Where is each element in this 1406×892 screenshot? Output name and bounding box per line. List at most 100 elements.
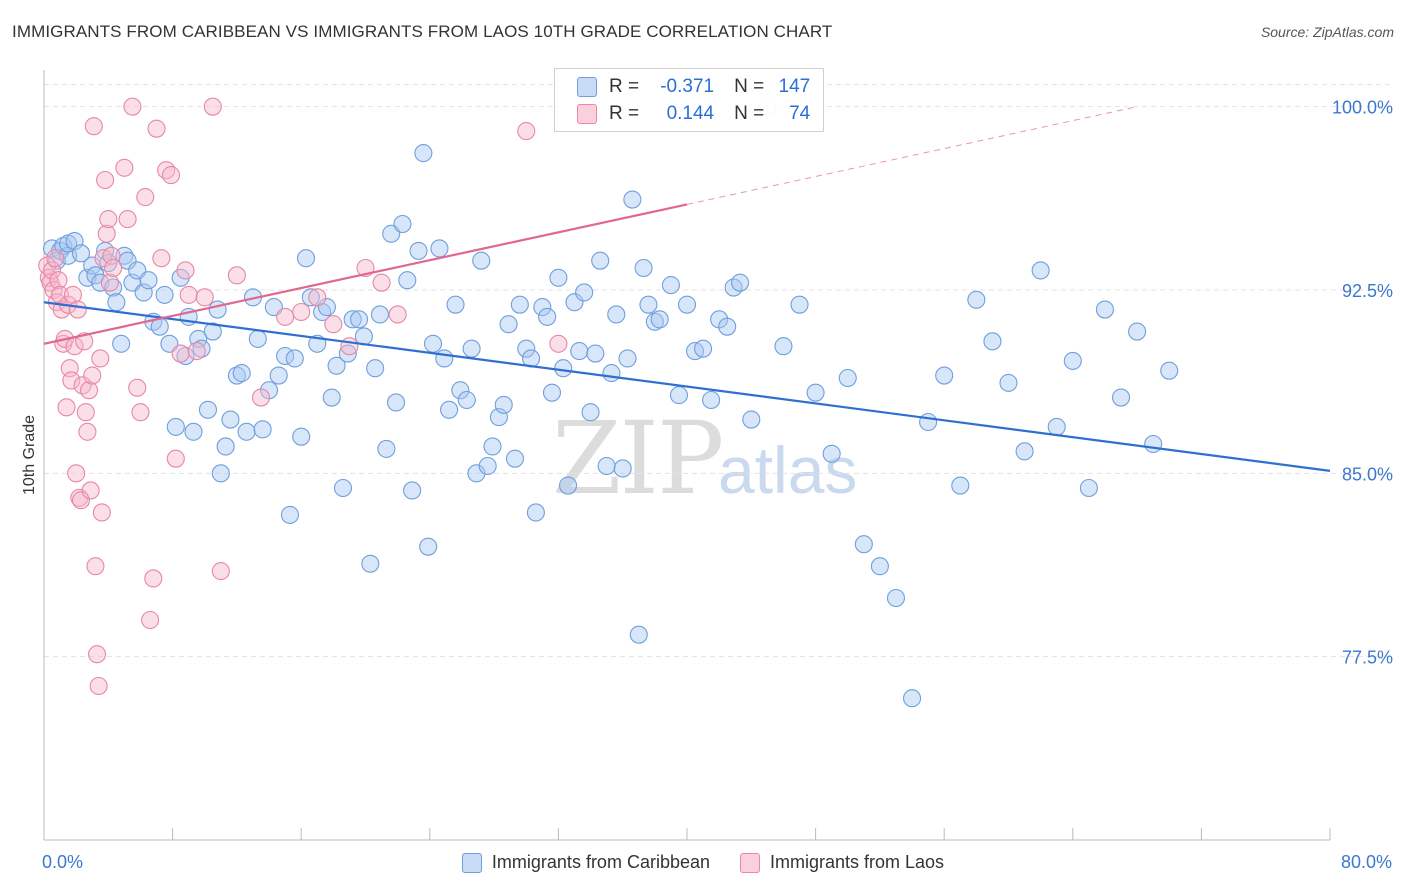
watermark-zip: ZIP — [552, 400, 724, 517]
point-laos — [128, 378, 147, 397]
point-caribbean — [618, 349, 637, 368]
point-laos — [49, 271, 68, 290]
legend-n-value: 147 — [778, 76, 811, 97]
point-laos — [179, 285, 198, 304]
point-caribbean — [499, 315, 518, 334]
point-caribbean — [902, 689, 922, 708]
point-caribbean — [575, 283, 594, 302]
y-axis-label: 10th Grade — [21, 414, 38, 496]
point-caribbean — [414, 144, 433, 163]
point-caribbean — [645, 312, 664, 331]
point-caribbean — [822, 444, 841, 463]
point-laos — [89, 676, 108, 696]
point-caribbean — [361, 554, 380, 573]
point-caribbean — [549, 268, 568, 287]
point-laos — [136, 188, 155, 207]
point-caribbean — [1095, 300, 1114, 319]
point-caribbean — [1063, 351, 1082, 370]
point-caribbean — [730, 273, 750, 292]
point-laos — [340, 337, 359, 356]
point-laos — [71, 491, 91, 510]
point-laos — [86, 557, 105, 576]
series-legend-item-caribbean: Immigrants from Caribbean — [461, 852, 710, 873]
point-laos — [104, 258, 123, 278]
point-laos — [324, 315, 343, 334]
point-laos — [100, 273, 119, 292]
series-legend: Immigrants from Caribbean Immigrants fro… — [0, 852, 1406, 873]
point-caribbean — [999, 373, 1018, 392]
point-caribbean — [602, 364, 621, 383]
point-laos — [63, 285, 82, 304]
point-caribbean — [208, 300, 227, 319]
point-laos — [211, 562, 230, 581]
point-caribbean — [1128, 322, 1147, 341]
point-caribbean — [854, 535, 873, 554]
point-caribbean — [216, 437, 235, 456]
point-caribbean — [350, 310, 369, 329]
point-laos — [78, 422, 97, 441]
legend-n-label: N = — [734, 103, 765, 124]
point-caribbean — [935, 366, 954, 385]
point-caribbean — [419, 537, 438, 556]
point-laos — [388, 305, 407, 324]
point-caribbean — [166, 417, 185, 436]
point-caribbean — [322, 388, 341, 407]
point-caribbean — [983, 332, 1002, 351]
point-caribbean — [517, 339, 536, 358]
legend-swatch-caribbean — [577, 77, 597, 97]
point-caribbean — [586, 344, 605, 363]
legend-n-value: 74 — [789, 103, 811, 124]
series-swatch-caribbean — [461, 852, 482, 873]
point-caribbean — [393, 214, 412, 234]
point-caribbean — [591, 251, 610, 270]
point-caribbean — [112, 334, 131, 353]
point-caribbean — [253, 420, 272, 439]
point-caribbean — [951, 476, 970, 495]
point-laos — [171, 344, 190, 363]
point-laos — [97, 224, 116, 243]
point-caribbean — [203, 322, 222, 341]
point-laos — [187, 342, 206, 361]
point-caribbean — [790, 295, 809, 314]
point-caribbean — [639, 295, 658, 314]
y-tick-label: 77.5% — [1342, 648, 1393, 668]
point-caribbean — [198, 400, 218, 419]
point-caribbean — [538, 307, 557, 326]
point-caribbean — [403, 481, 422, 500]
series-swatch-laos — [740, 852, 760, 873]
legend-r-value: -0.371 — [660, 76, 715, 97]
legend-n-label: N = — [734, 76, 765, 97]
point-caribbean — [370, 305, 390, 324]
point-caribbean — [192, 339, 211, 358]
point-caribbean — [554, 359, 573, 378]
point-laos — [92, 503, 111, 522]
point-caribbean — [435, 349, 454, 368]
point-caribbean — [613, 459, 632, 478]
point-caribbean — [333, 478, 353, 498]
chart-title: IMMIGRANTS FROM CARIBBEAN VS IMMIGRANTS … — [12, 22, 833, 41]
point-caribbean — [104, 278, 123, 297]
trend-line-laos — [43, 203, 688, 345]
point-laos — [308, 288, 327, 307]
point-caribbean — [155, 285, 174, 304]
x-tick-label-min: 0.0% — [42, 852, 84, 872]
point-laos — [46, 249, 65, 268]
point-caribbean — [483, 437, 502, 456]
legend-swatch-laos — [577, 104, 597, 124]
point-caribbean — [301, 288, 320, 307]
source-label: Source: ZipAtlas.com — [1260, 24, 1394, 40]
point-laos — [251, 388, 271, 407]
point-caribbean — [338, 344, 357, 363]
point-caribbean — [1144, 434, 1163, 454]
point-caribbean — [248, 329, 267, 348]
point-caribbean — [505, 449, 525, 468]
point-laos — [68, 300, 87, 319]
point-caribbean — [1031, 261, 1050, 280]
point-caribbean — [237, 422, 256, 441]
point-caribbean — [409, 241, 428, 260]
point-laos — [292, 302, 311, 322]
point-caribbean — [139, 271, 158, 290]
point-caribbean — [221, 410, 240, 429]
point-laos — [96, 170, 115, 190]
